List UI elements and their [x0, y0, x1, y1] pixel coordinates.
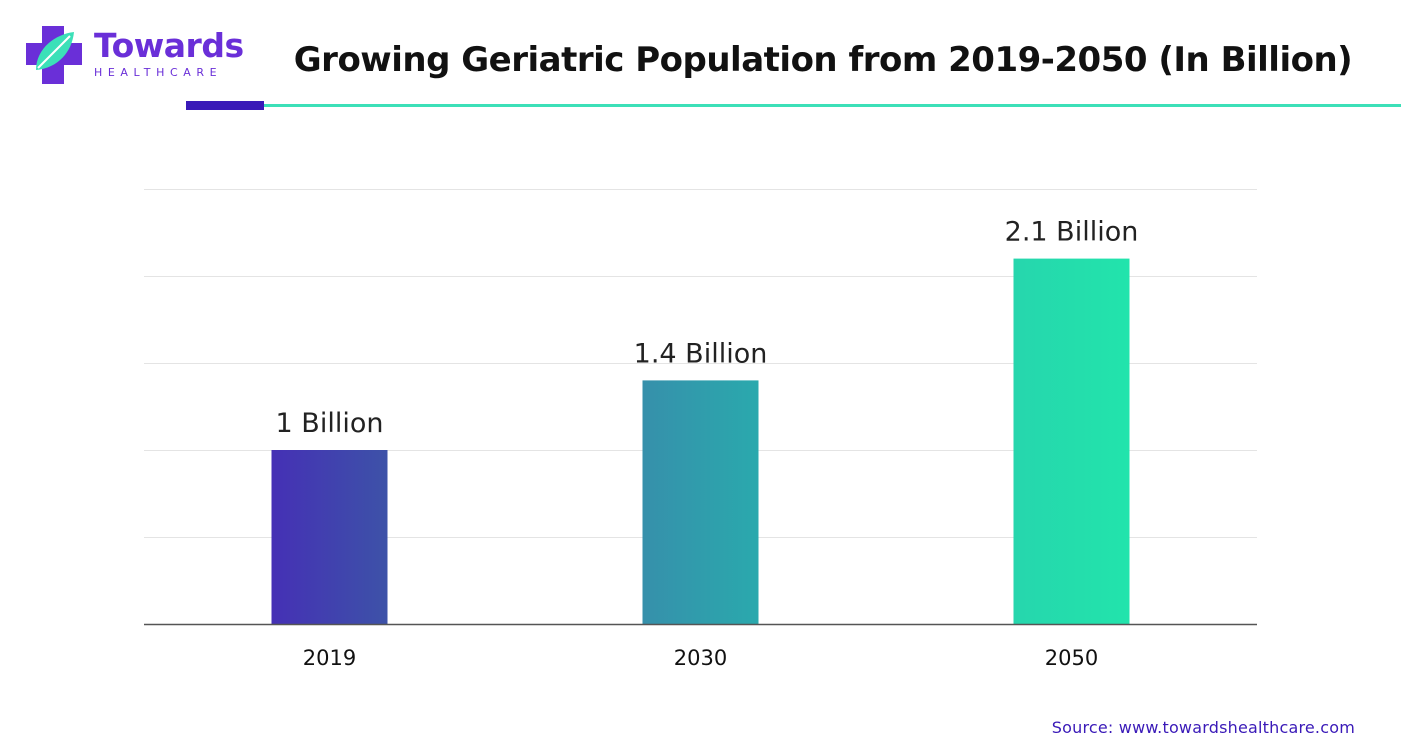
brand-logo: Towards HEALTHCARE	[22, 26, 244, 86]
page-title: Growing Geriatric Population from 2019-2…	[293, 40, 1353, 80]
bar-2019	[271, 450, 388, 624]
data-label-2019: 1 Billion	[276, 408, 384, 439]
title-underline-accent	[186, 101, 264, 110]
x-tick-label-2019: 2019	[303, 646, 356, 670]
bar-2030	[642, 380, 759, 624]
source-note: Source: www.towardshealthcare.com	[1051, 718, 1355, 737]
data-label-2030: 1.4 Billion	[634, 338, 768, 369]
x-tick-label-2050: 2050	[1045, 646, 1098, 670]
medical-cross-leaf-icon	[26, 26, 82, 84]
x-tick-label-2030: 2030	[674, 646, 727, 670]
brand-subtitle: HEALTHCARE	[94, 66, 223, 79]
brand-name: Towards	[94, 26, 244, 65]
title-underline	[264, 104, 1401, 107]
bar-2050	[1013, 258, 1130, 624]
data-label-2050: 2.1 Billion	[1005, 217, 1139, 248]
